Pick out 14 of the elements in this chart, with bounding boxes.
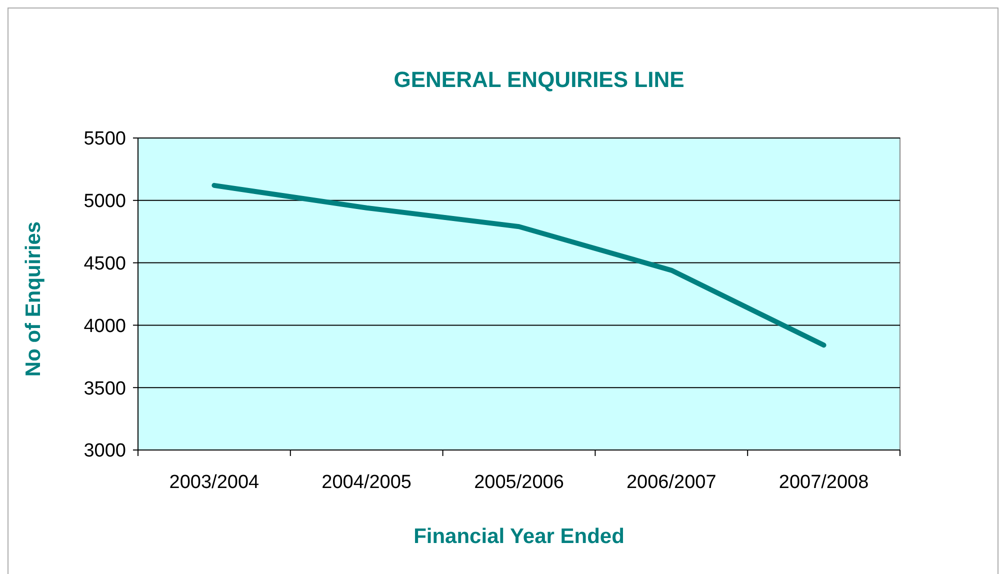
x-tick-label: 2006/2007 <box>626 472 716 493</box>
y-axis-title: No of Enquiries <box>22 221 45 377</box>
x-axis-title: Financial Year Ended <box>414 525 624 548</box>
y-tick-label: 4500 <box>84 253 126 274</box>
x-tick-label: 2005/2006 <box>474 472 564 493</box>
y-tick-label: 4000 <box>84 316 126 337</box>
y-tick-label: 5000 <box>84 191 126 212</box>
x-tick-label: 2003/2004 <box>169 472 260 493</box>
x-tick-label: 2004/2005 <box>322 472 412 493</box>
y-tick-label: 3000 <box>84 440 126 462</box>
y-tick-label: 3500 <box>84 378 126 400</box>
chart-title: GENERAL ENQUIRIES LINE <box>394 67 684 92</box>
y-tick-label: 5500 <box>84 128 126 150</box>
x-tick-label: 2007/2008 <box>778 472 869 493</box>
